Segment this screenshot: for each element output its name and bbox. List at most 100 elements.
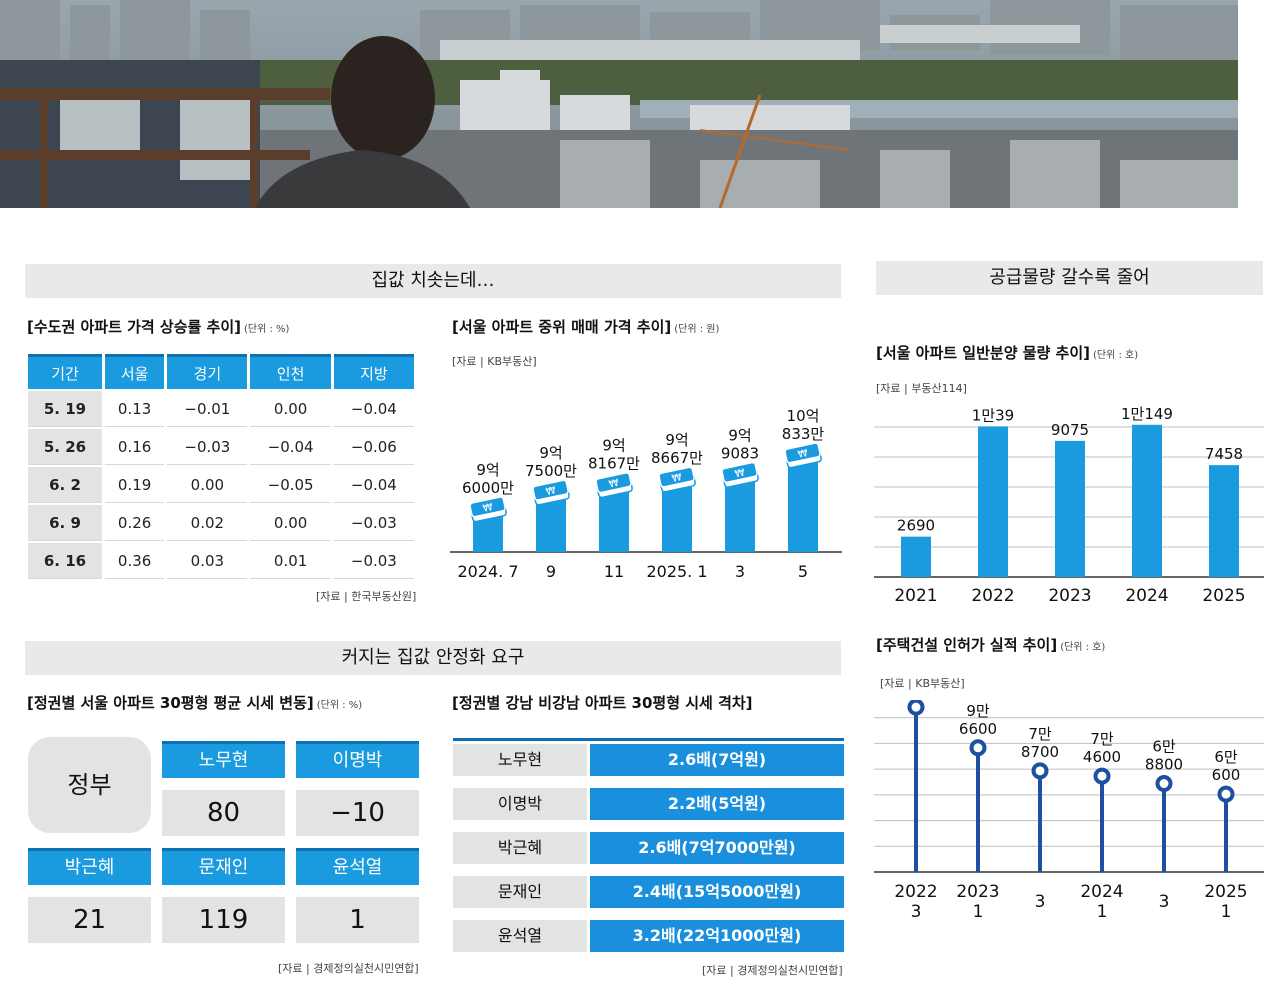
- tick-label: 2023: [1048, 586, 1091, 605]
- data-point: [1093, 767, 1111, 785]
- price-chart-title-text: [서울 아파트 중위 매매 가격 추이]: [452, 318, 672, 336]
- supply-chart-source: [자료 | 부동산114]: [876, 382, 967, 395]
- money-note: [469, 496, 506, 518]
- data-label: 8800: [1145, 756, 1183, 774]
- cell-period: 6. 16: [28, 543, 102, 579]
- won-sign: ₩: [482, 502, 494, 515]
- bar: [662, 483, 692, 552]
- permit-chart-title-text: [주택건설 인허가 실적 추이]: [876, 636, 1058, 654]
- tick-label: 1: [1097, 902, 1108, 922]
- tick-label: 2021: [894, 586, 937, 605]
- money-note: [721, 461, 758, 484]
- tick-label: 5: [798, 562, 808, 581]
- permit-chart-title: [주택건설 인허가 실적 추이] (단위 : 호): [876, 634, 1105, 655]
- gov-label: 정부: [28, 737, 151, 833]
- data-label: 6600: [959, 720, 997, 738]
- cell-value: 0.26: [105, 505, 165, 541]
- supply-chart-title-text: [서울 아파트 일반분양 물량 추이]: [876, 344, 1091, 362]
- cell-period: 6. 2: [28, 467, 102, 503]
- cell-value: −0.06: [333, 429, 414, 465]
- tick-label: 9: [546, 562, 556, 581]
- won-sign: ₩: [671, 472, 683, 485]
- data-label: 833만: [782, 425, 825, 443]
- table-row: 6. 9 0.26 0.02 0.00 −0.03: [28, 505, 414, 541]
- tick-label: 11: [604, 562, 624, 581]
- table-row: 윤석열 3.2배(22억1000만원): [453, 920, 844, 952]
- money-note: [658, 466, 695, 488]
- gov-name-park: 박근혜: [28, 848, 151, 885]
- cell-value: −0.03: [167, 429, 248, 465]
- data-label: 9083: [721, 444, 759, 462]
- data-point: [969, 739, 987, 757]
- data-label: 9억: [539, 444, 562, 462]
- permit-chart-source: [자료 | KB부동산]: [880, 677, 965, 690]
- tick-label: 1: [1221, 902, 1232, 922]
- data-label: 7만: [1090, 730, 1114, 748]
- bar: [1055, 440, 1085, 577]
- gap-name: 이명박: [453, 788, 587, 820]
- data-label: 1만39: [972, 406, 1014, 424]
- cell-value: 0.03: [167, 543, 248, 579]
- bar: [536, 496, 566, 552]
- money-stack-icon: ₩: [469, 496, 507, 523]
- rate-table-source: [자료 | 한국부동산원]: [316, 590, 417, 603]
- data-label: 600: [1212, 766, 1241, 784]
- gap-table-top-rule: [453, 738, 844, 741]
- data-label: 7500만: [525, 462, 577, 480]
- data-label: 6만: [1152, 738, 1176, 756]
- supply-chart-unit: (단위 : 호): [1093, 350, 1139, 361]
- gap-name: 노무현: [453, 744, 587, 776]
- cell-value: 0.36: [105, 543, 165, 579]
- cell-value: −0.01: [167, 391, 248, 427]
- data-label: 7458: [1205, 445, 1243, 463]
- rate-table-unit: (단위 : %): [244, 324, 290, 335]
- table-row: 6. 16 0.36 0.03 0.01 −0.03: [28, 543, 414, 579]
- data-point: [1217, 785, 1235, 803]
- header-seoul: 서울: [105, 354, 165, 389]
- bar: [1209, 465, 1239, 577]
- bar: [788, 458, 818, 552]
- data-label: 7만: [1028, 725, 1052, 743]
- table-row: 노무현 2.6배(7억원): [453, 744, 844, 776]
- cell-value: 0.16: [105, 429, 165, 465]
- cell-value: 0.00: [250, 505, 331, 541]
- cell-value: 0.13: [105, 391, 165, 427]
- table-row: 박근혜 2.6배(7억7000만원): [453, 832, 844, 864]
- data-label: 6만: [1214, 748, 1238, 766]
- gov-table-title: [정권별 서울 아파트 30평형 평균 시세 변동] (단위 : %): [27, 692, 362, 713]
- city-skyline-photo: [0, 0, 1238, 208]
- table-row: 6. 2 0.19 0.00 −0.05 −0.04: [28, 467, 414, 503]
- tick-label: 2022: [971, 586, 1014, 605]
- price-chart-unit: (단위 : 원): [674, 324, 720, 335]
- supply-chart-title: [서울 아파트 일반분양 물량 추이] (단위 : 호): [876, 342, 1138, 363]
- cell-value: 0.02: [167, 505, 248, 541]
- data-label: 6000만: [462, 479, 514, 497]
- permit-chart: 12만8200202239만6600202317만870037만46002024…: [874, 700, 1264, 922]
- gov-table-source: [자료 | 경제정의실천시민연합]: [278, 962, 419, 975]
- money-stack-icon: ₩: [658, 466, 696, 493]
- price-chart-source: [자료 | KB부동산]: [452, 355, 537, 368]
- tick-label: 2023: [956, 882, 999, 902]
- tick-label: 2025: [1204, 882, 1247, 902]
- won-sign: ₩: [545, 485, 557, 498]
- money-stack-icon: ₩: [721, 461, 759, 488]
- cell-value: −0.04: [250, 429, 331, 465]
- data-point: [907, 700, 925, 716]
- gap-value: 2.6배(7억7000만원): [590, 832, 844, 864]
- tick-label: 1: [973, 902, 984, 922]
- data-label: 9억: [476, 461, 499, 479]
- cell-value: −0.03: [333, 505, 414, 541]
- tick-label: 2024. 7: [457, 562, 518, 581]
- bar: [599, 488, 629, 552]
- cell-value: 0.00: [250, 391, 331, 427]
- cell-value: −0.03: [333, 543, 414, 579]
- tick-label: 2025: [1202, 586, 1245, 605]
- rate-table: 기간 서울 경기 인천 지방 5. 19 0.13 −0.01 0.00 −0.…: [25, 352, 417, 581]
- section-banner-rise: 집값 치솟는데…: [25, 264, 841, 298]
- gap-name: 문재인: [453, 876, 587, 908]
- data-label: 8167만: [588, 455, 640, 473]
- gov-table-unit: (단위 : %): [316, 700, 363, 711]
- money-note: [784, 442, 821, 464]
- money-stack-icon: ₩: [595, 472, 633, 499]
